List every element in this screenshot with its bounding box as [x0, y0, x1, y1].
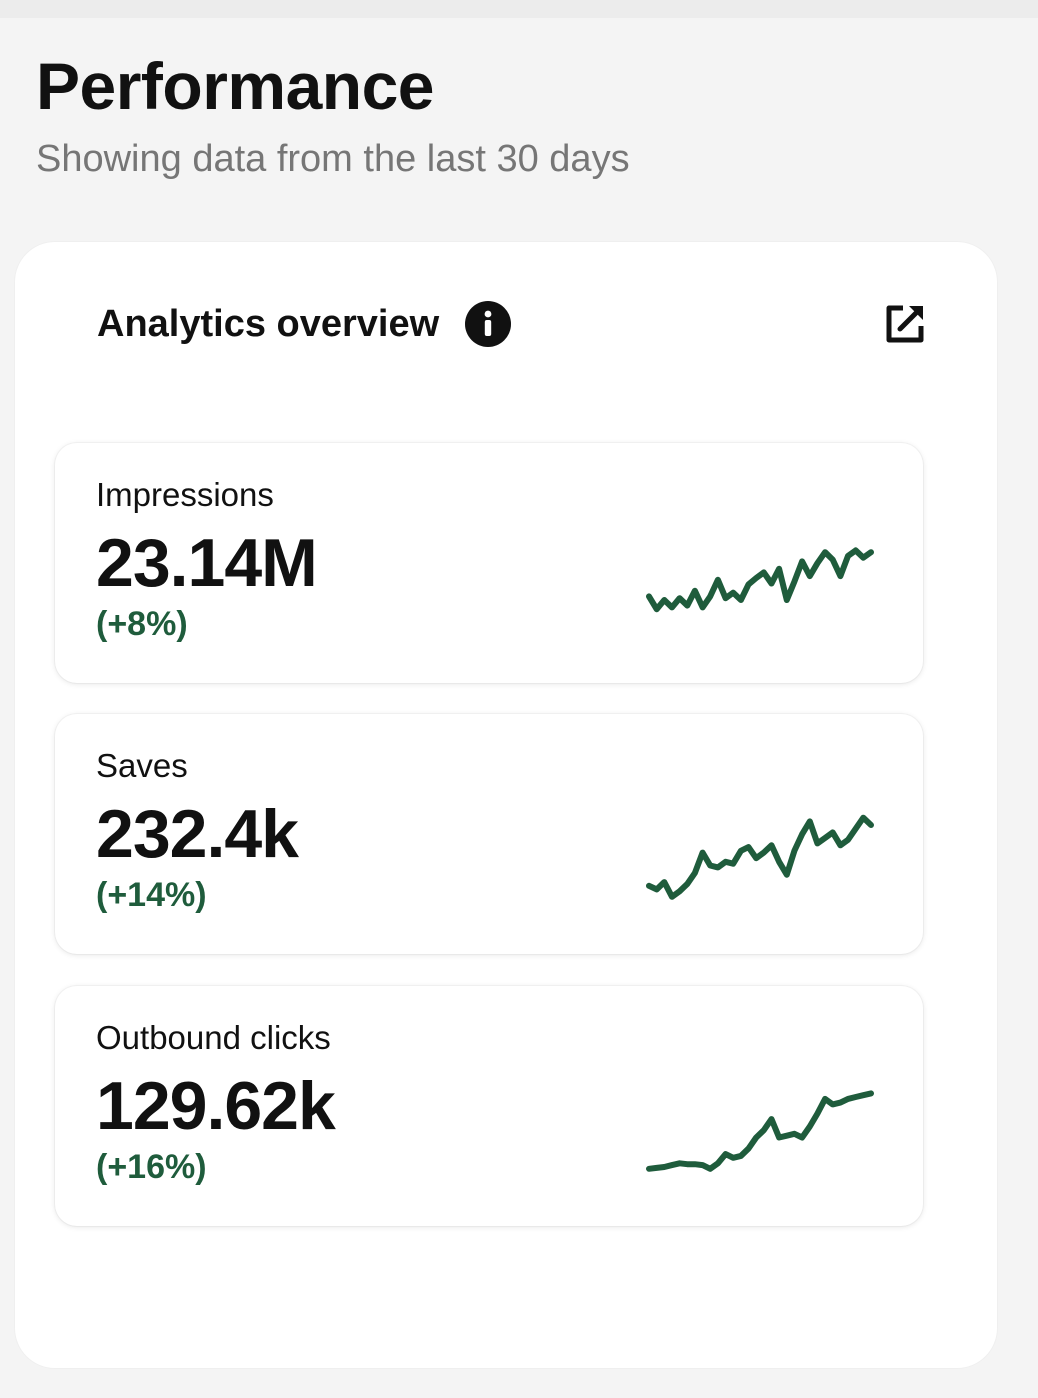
page-subtitle: Showing data from the last 30 days — [36, 138, 630, 180]
metric-label: Outbound clicks — [96, 1019, 331, 1056]
page-title: Performance — [36, 49, 435, 123]
metric-tile-impressions[interactable]: Impressions 23.14M (+8%) — [55, 443, 923, 683]
info-glyph — [484, 310, 492, 336]
metric-change: (+14%) — [96, 876, 207, 914]
external-link-icon[interactable] — [883, 300, 929, 346]
card-header: Analytics overview — [97, 298, 512, 350]
card-title: Analytics overview — [97, 303, 440, 345]
sparkline-path — [646, 1090, 874, 1172]
sparkline-saves — [646, 814, 874, 900]
metric-tile-outbound-clicks[interactable]: Outbound clicks 129.62k (+16%) — [55, 986, 923, 1226]
sparkline-path — [646, 814, 874, 900]
top-strip — [0, 0, 1038, 18]
metric-change: (+8%) — [96, 605, 188, 643]
metric-value: 129.62k — [96, 1068, 336, 1144]
metric-tile-saves[interactable]: Saves 232.4k (+14%) — [55, 714, 923, 954]
metric-label: Saves — [96, 747, 188, 784]
analytics-overview-card: Analytics overview Impressions 23.14M (+… — [15, 242, 997, 1368]
page-header: Performance Showing data from the last 3… — [36, 48, 630, 182]
sparkline-path — [646, 547, 874, 613]
info-icon[interactable] — [465, 301, 512, 347]
sparkline-outbound-clicks — [646, 1090, 874, 1172]
sparkline-impressions — [646, 547, 874, 613]
metric-change: (+16%) — [96, 1148, 207, 1186]
metric-label: Impressions — [96, 476, 274, 513]
metric-value: 232.4k — [96, 796, 299, 872]
metric-value: 23.14M — [96, 525, 318, 601]
